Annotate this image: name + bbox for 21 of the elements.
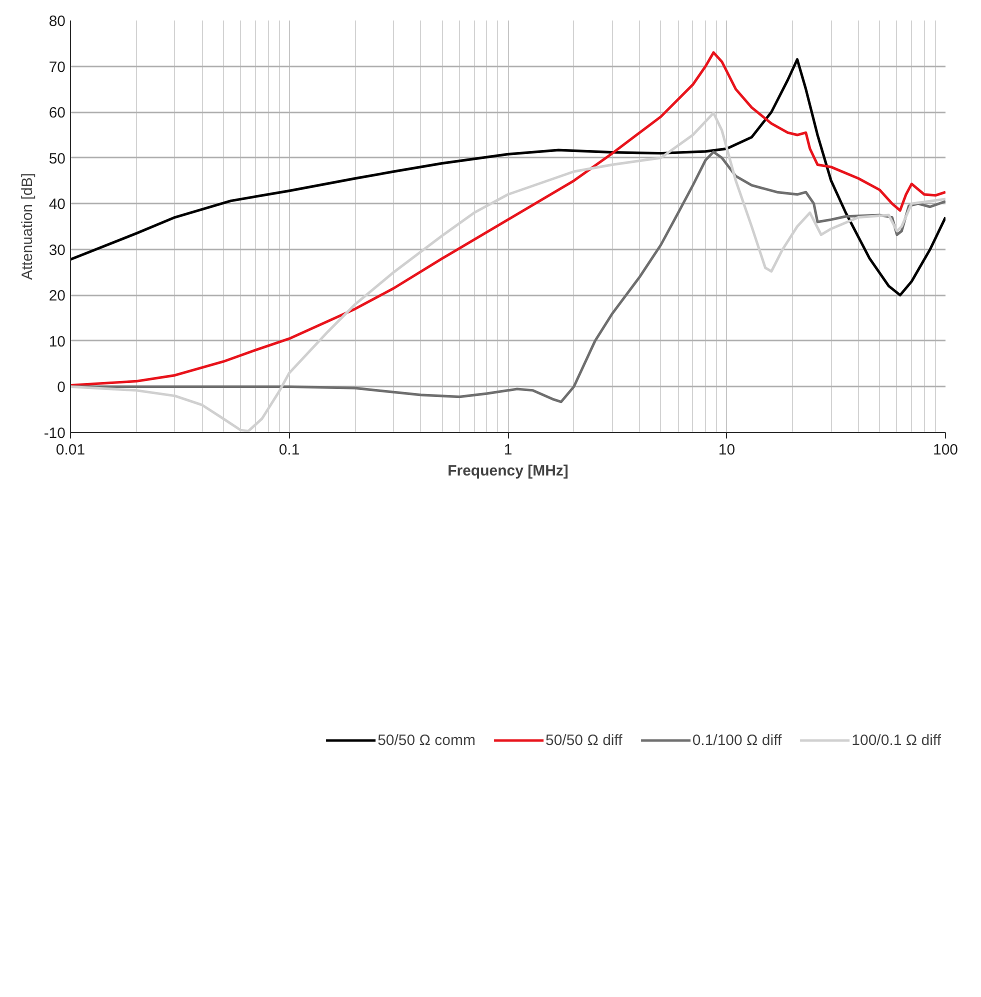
y-tick-label: 20	[48, 288, 66, 305]
x-tick-label: 0.01	[56, 442, 86, 458]
y-tick-label: 70	[48, 58, 66, 76]
y-tick-label: -10	[44, 425, 66, 442]
y-axis-title: Attenuation [dB]	[18, 173, 36, 280]
x-tick-label: 1	[504, 442, 512, 458]
y-tick-label: 60	[48, 104, 66, 122]
x-tick-label: 100	[932, 442, 958, 458]
legend-label: 50/50 Ω diff	[545, 732, 622, 748]
y-tick-label: 0	[57, 379, 66, 396]
y-tick-label: 30	[48, 242, 66, 259]
legend-label: 100/0.1 Ω diff	[852, 732, 941, 748]
y-tick-label: 40	[48, 196, 66, 214]
y-tick-label: 80	[48, 13, 66, 30]
x-tick-label: 10	[718, 442, 736, 458]
y-tick-label: 10	[48, 333, 66, 350]
y-tick-label: 50	[48, 150, 66, 168]
legend-label: 50/50 Ω comm	[378, 732, 476, 748]
legend-label: 0.1/100 Ω diff	[692, 732, 782, 748]
x-axis-title: Frequency [MHz]	[448, 462, 568, 480]
x-tick-label: 0.1	[278, 442, 300, 458]
